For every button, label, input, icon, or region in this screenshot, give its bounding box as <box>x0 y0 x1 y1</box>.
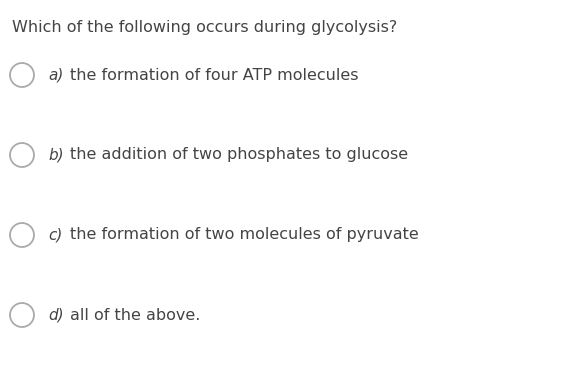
Text: c): c) <box>48 227 62 242</box>
Text: the addition of two phosphates to glucose: the addition of two phosphates to glucos… <box>70 147 408 162</box>
Text: d): d) <box>48 308 63 322</box>
Text: the formation of two molecules of pyruvate: the formation of two molecules of pyruva… <box>70 227 419 242</box>
Text: b): b) <box>48 147 63 162</box>
Text: a): a) <box>48 67 63 83</box>
Text: Which of the following occurs during glycolysis?: Which of the following occurs during gly… <box>12 20 397 35</box>
Text: the formation of four ATP molecules: the formation of four ATP molecules <box>70 67 358 83</box>
Text: all of the above.: all of the above. <box>70 308 200 322</box>
